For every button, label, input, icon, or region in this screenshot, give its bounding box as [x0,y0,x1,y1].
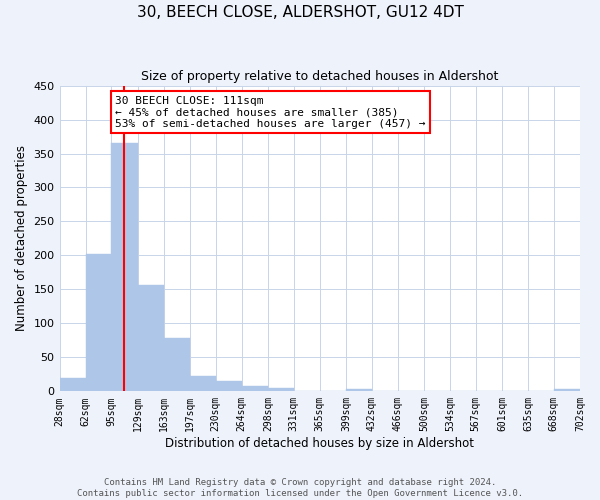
X-axis label: Distribution of detached houses by size in Aldershot: Distribution of detached houses by size … [165,437,474,450]
Text: 30 BEECH CLOSE: 111sqm
← 45% of detached houses are smaller (385)
53% of semi-de: 30 BEECH CLOSE: 111sqm ← 45% of detached… [115,96,425,129]
Bar [215,381,242,392]
Text: Contains HM Land Registry data © Crown copyright and database right 2024.
Contai: Contains HM Land Registry data © Crown c… [77,478,523,498]
Bar [346,390,371,392]
Title: Size of property relative to detached houses in Aldershot: Size of property relative to detached ho… [141,70,499,83]
Bar [190,376,215,392]
Bar [242,386,268,392]
Bar [86,254,111,392]
Bar [137,284,164,392]
Bar [59,378,86,392]
Bar [268,388,293,392]
Bar [111,144,137,392]
Text: 30, BEECH CLOSE, ALDERSHOT, GU12 4DT: 30, BEECH CLOSE, ALDERSHOT, GU12 4DT [137,5,463,20]
Y-axis label: Number of detached properties: Number of detached properties [15,146,28,332]
Bar [164,338,190,392]
Bar [554,390,580,392]
